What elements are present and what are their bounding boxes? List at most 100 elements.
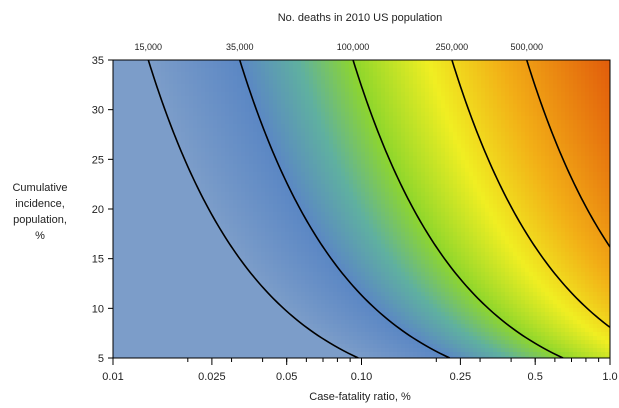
heatmap-cell — [185, 196, 190, 201]
heatmap-cell — [229, 336, 234, 341]
heatmap-cell — [301, 60, 306, 65]
heatmap-cell — [285, 272, 290, 277]
heatmap-cell — [285, 248, 290, 253]
heatmap-cell — [341, 140, 346, 145]
heatmap-cell — [281, 256, 286, 261]
heatmap-cell — [225, 304, 230, 309]
heatmap-cell — [285, 140, 290, 145]
heatmap-cell — [121, 312, 126, 317]
heatmap-cell — [305, 252, 310, 257]
heatmap-cell — [133, 344, 138, 349]
heatmap-cell — [321, 292, 326, 297]
heatmap-cell — [125, 128, 130, 133]
heatmap-cell — [185, 116, 190, 121]
heatmap-cell — [121, 348, 126, 353]
heatmap-cell — [365, 340, 370, 345]
heatmap-cell — [169, 252, 174, 257]
heatmap-cell — [305, 208, 310, 213]
heatmap-cell — [377, 240, 382, 245]
heatmap-cell — [229, 228, 234, 233]
heatmap-cell — [333, 116, 338, 121]
heatmap-cell — [145, 96, 150, 101]
heatmap-cell — [265, 72, 270, 77]
heatmap-cell — [269, 164, 274, 169]
heatmap-cell — [321, 208, 326, 213]
heatmap-cell — [261, 328, 266, 333]
heatmap-cell — [277, 132, 282, 137]
heatmap-cell — [293, 352, 298, 357]
heatmap-cell — [337, 348, 342, 353]
heatmap-cell — [229, 308, 234, 313]
heatmap-cell — [281, 352, 286, 357]
heatmap-cell — [241, 72, 246, 77]
heatmap-cell — [253, 344, 258, 349]
heatmap-cell — [321, 264, 326, 269]
heatmap-cell — [201, 352, 206, 357]
heatmap-cell — [189, 340, 194, 345]
heatmap-cell — [129, 224, 134, 229]
heatmap-cell — [133, 260, 138, 265]
heatmap-cell — [221, 156, 226, 161]
heatmap-cell — [193, 284, 198, 289]
heatmap-cell — [261, 164, 266, 169]
heatmap-cell — [253, 120, 258, 125]
heatmap-cell — [133, 244, 138, 249]
heatmap-cell — [277, 116, 282, 121]
heatmap-cell — [125, 200, 130, 205]
heatmap-cell — [117, 120, 122, 125]
heatmap-cell — [205, 344, 210, 349]
heatmap-cell — [269, 132, 274, 137]
heatmap-cell — [361, 336, 366, 341]
heatmap-cell — [209, 216, 214, 221]
heatmap-cell — [137, 116, 142, 121]
heatmap-cell — [353, 196, 358, 201]
heatmap-cell — [133, 272, 138, 277]
heatmap-cell — [369, 72, 374, 77]
heatmap-cell — [373, 200, 378, 205]
heatmap-cell — [177, 164, 182, 169]
heatmap-cell — [213, 64, 218, 69]
heatmap-cell — [329, 244, 334, 249]
heatmap-cell — [169, 220, 174, 225]
heatmap-cell — [261, 148, 266, 153]
heatmap-cell — [313, 96, 318, 101]
heatmap-cell — [361, 220, 366, 225]
heatmap-cell — [141, 256, 146, 261]
heatmap-cell — [373, 136, 378, 141]
heatmap-cell — [181, 64, 186, 69]
heatmap-cell — [333, 264, 338, 269]
heatmap-cell — [129, 192, 134, 197]
heatmap-cell — [277, 172, 282, 177]
heatmap-cell — [345, 128, 350, 133]
heatmap-cell — [313, 76, 318, 81]
heatmap-cell — [325, 324, 330, 329]
heatmap-cell — [325, 68, 330, 73]
heatmap-cell — [285, 168, 290, 173]
heatmap-cell — [165, 108, 170, 113]
heatmap-cell — [257, 256, 262, 261]
heatmap-cell — [173, 124, 178, 129]
heatmap-cell — [293, 272, 298, 277]
heatmap-cell — [317, 144, 322, 149]
heatmap-cell — [181, 348, 186, 353]
heatmap-cell — [257, 328, 262, 333]
heatmap-cell — [157, 264, 162, 269]
heatmap-cell — [345, 108, 350, 113]
heatmap-cell — [261, 212, 266, 217]
heatmap-cell — [173, 252, 178, 257]
heatmap-cell — [189, 300, 194, 305]
heatmap-cell — [305, 296, 310, 301]
heatmap-cell — [201, 84, 206, 89]
heatmap-cell — [301, 240, 306, 245]
heatmap-cell — [317, 348, 322, 353]
heatmap-cell — [229, 236, 234, 241]
heatmap-cell — [289, 260, 294, 265]
heatmap-cell — [125, 312, 130, 317]
heatmap-cell — [253, 172, 258, 177]
heatmap-cell — [285, 268, 290, 273]
heatmap-cell — [349, 304, 354, 309]
heatmap-cell — [189, 216, 194, 221]
heatmap-cell — [265, 236, 270, 241]
heatmap-cell — [205, 116, 210, 121]
heatmap-cell — [321, 288, 326, 293]
